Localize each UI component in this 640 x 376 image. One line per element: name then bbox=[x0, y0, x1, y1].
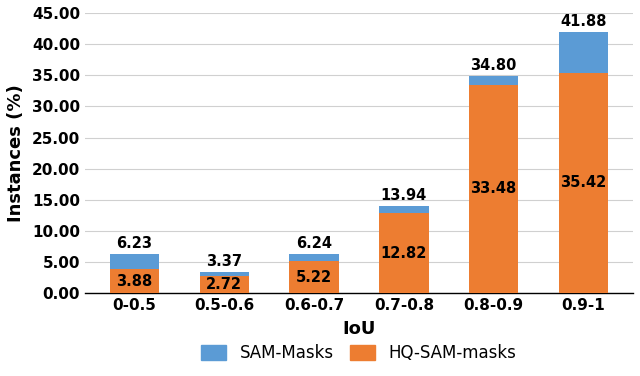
Text: 41.88: 41.88 bbox=[560, 14, 607, 29]
Bar bbox=[200, 276, 249, 293]
Bar bbox=[380, 214, 429, 293]
Text: 3.37: 3.37 bbox=[206, 254, 243, 269]
Text: 33.48: 33.48 bbox=[470, 182, 517, 197]
Text: 6.23: 6.23 bbox=[116, 237, 152, 251]
Bar bbox=[289, 261, 339, 293]
Text: 12.82: 12.82 bbox=[381, 246, 427, 261]
Legend: SAM-Masks, HQ-SAM-masks: SAM-Masks, HQ-SAM-masks bbox=[195, 338, 524, 369]
Bar bbox=[110, 269, 159, 293]
Bar bbox=[559, 73, 608, 293]
Text: 2.72: 2.72 bbox=[206, 277, 243, 292]
Text: 3.88: 3.88 bbox=[116, 274, 153, 289]
Text: 5.22: 5.22 bbox=[296, 270, 332, 285]
Text: 35.42: 35.42 bbox=[561, 176, 607, 191]
Bar bbox=[380, 206, 429, 293]
Bar bbox=[469, 85, 518, 293]
Bar bbox=[110, 255, 159, 293]
Bar bbox=[469, 76, 518, 293]
Bar bbox=[289, 255, 339, 293]
X-axis label: IoU: IoU bbox=[342, 320, 376, 338]
Text: 13.94: 13.94 bbox=[381, 188, 427, 203]
Bar bbox=[200, 272, 249, 293]
Text: 6.24: 6.24 bbox=[296, 236, 332, 251]
Bar bbox=[559, 32, 608, 293]
Y-axis label: Instances (%): Instances (%) bbox=[7, 84, 25, 222]
Text: 34.80: 34.80 bbox=[470, 58, 517, 73]
